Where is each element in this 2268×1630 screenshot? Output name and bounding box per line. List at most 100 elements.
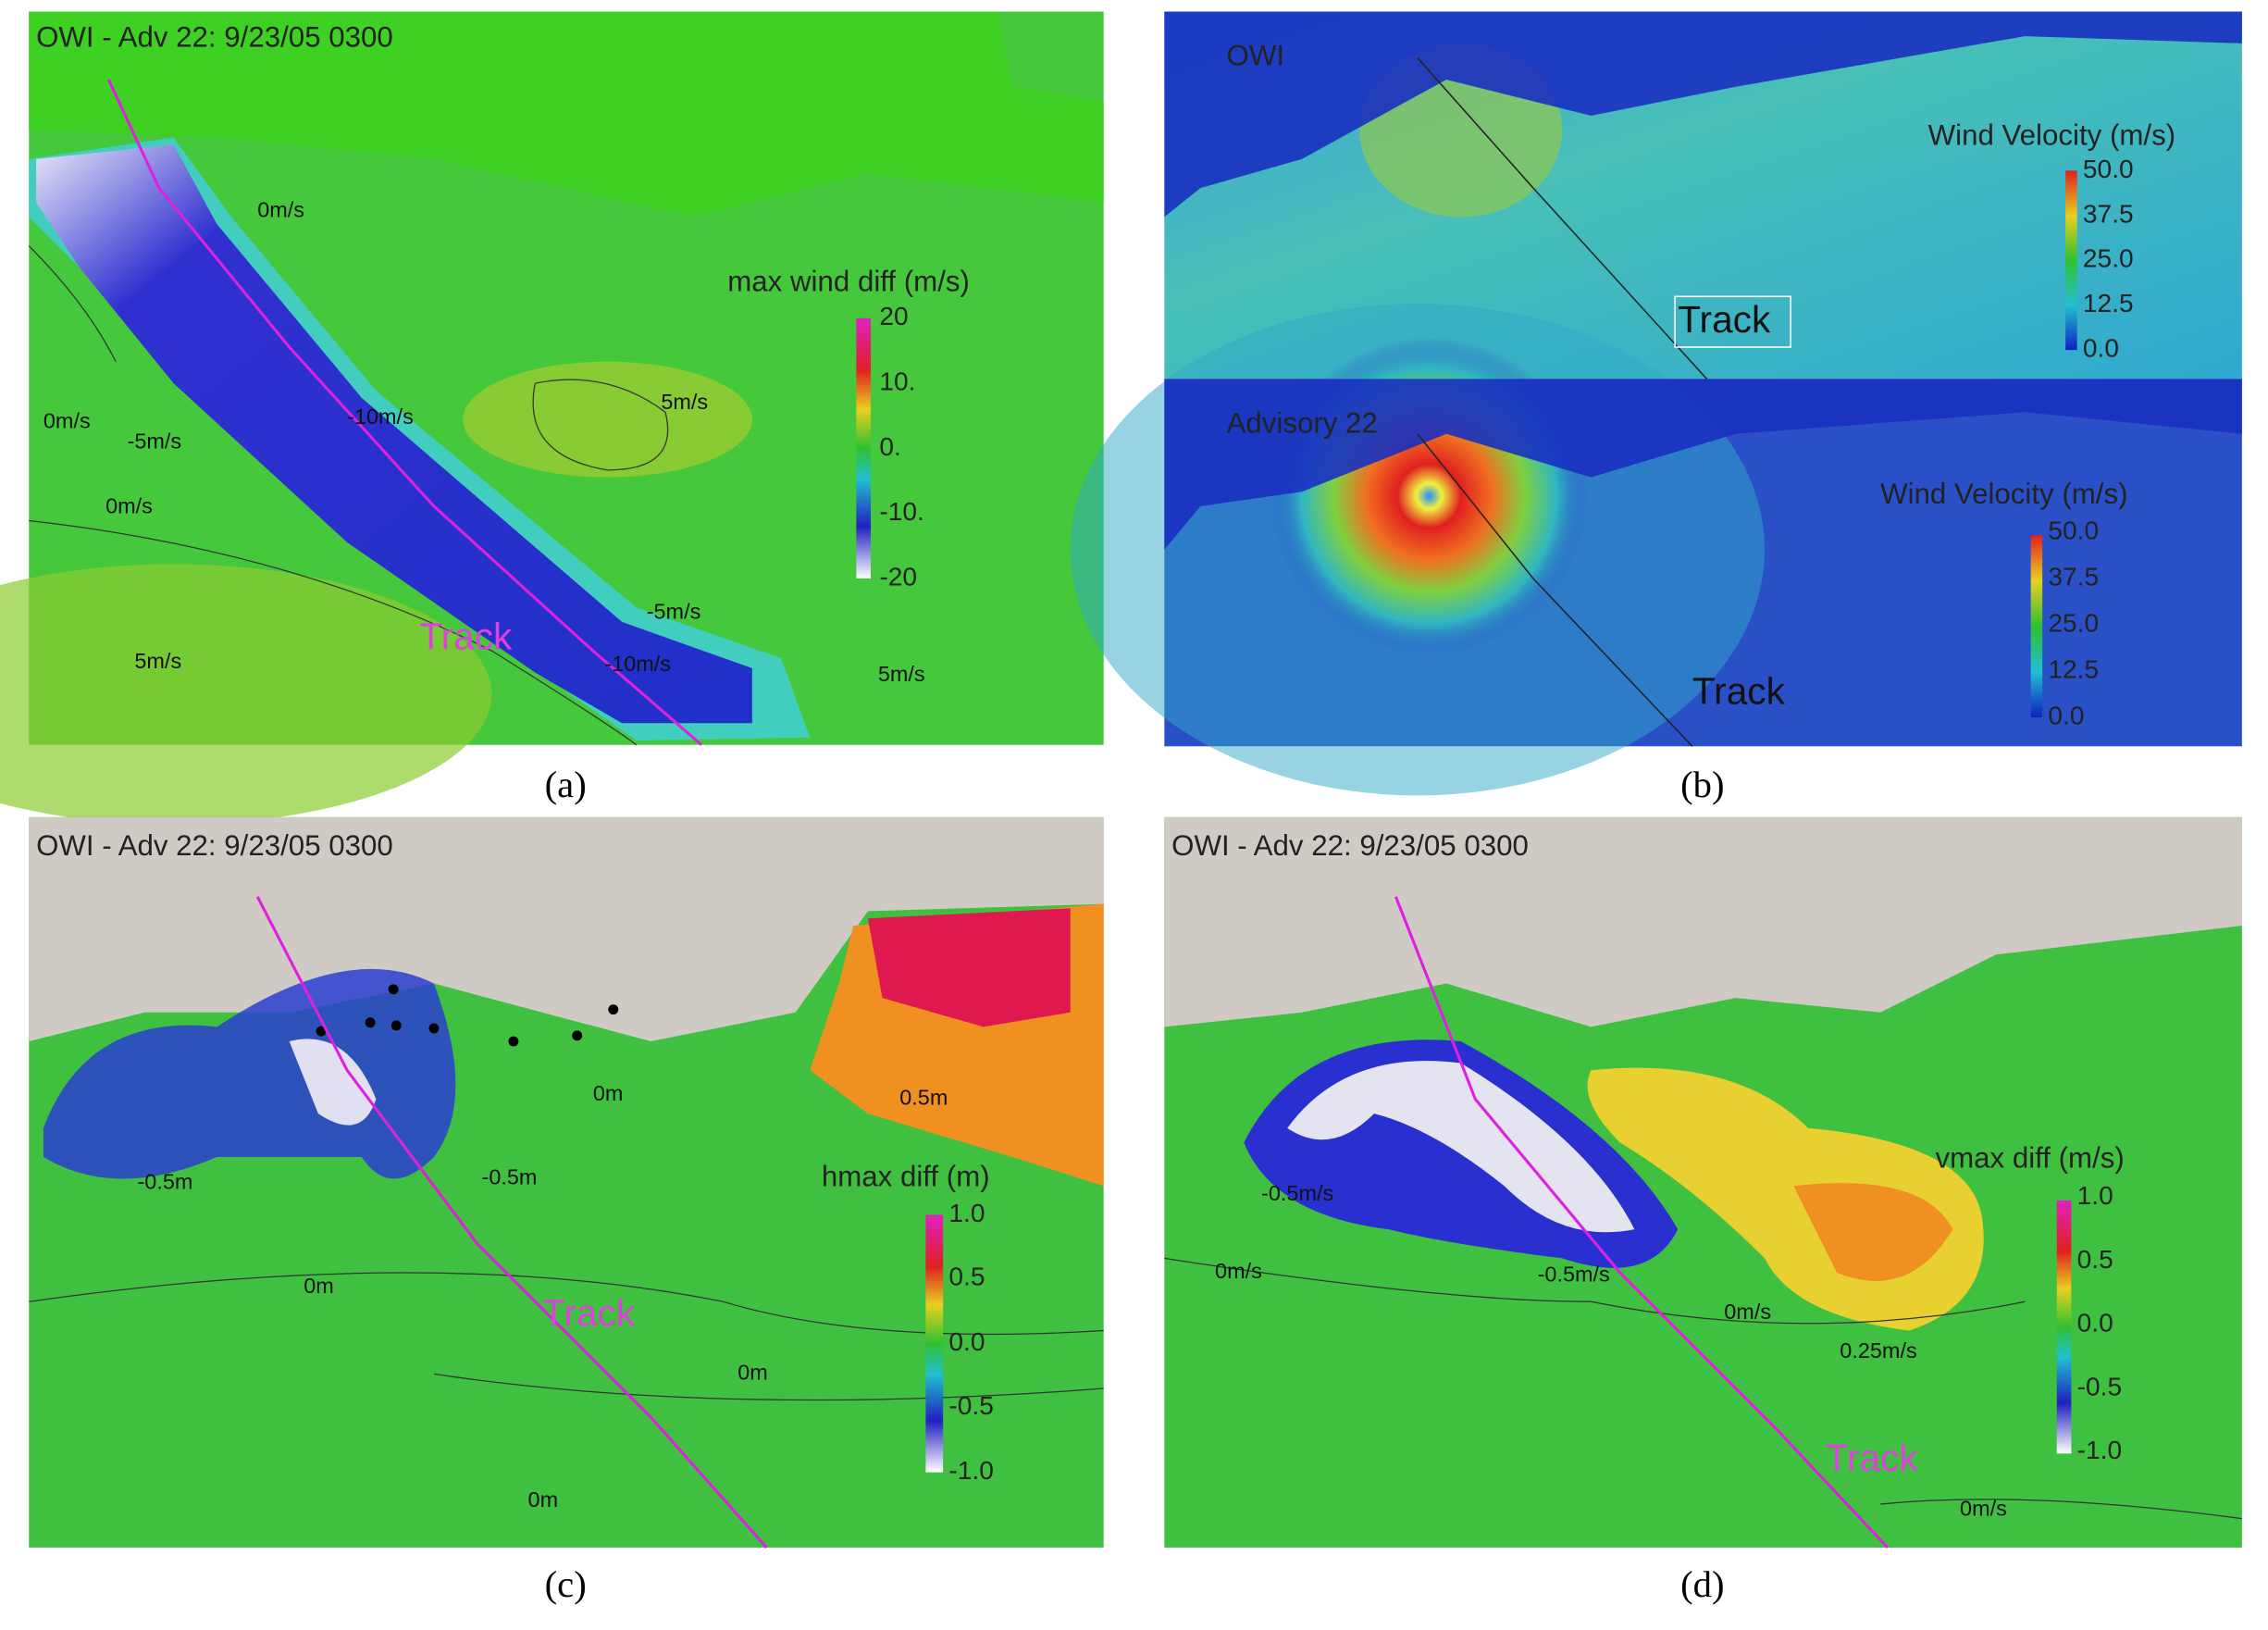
colorbar-tick: -1.0 (2077, 1436, 2122, 1464)
colorbar (925, 1214, 944, 1473)
track-line (106, 79, 703, 746)
station (608, 1004, 619, 1015)
colorbar-tick: 20 (879, 302, 908, 330)
contour-label: -0.5m (137, 1169, 192, 1193)
station (365, 1017, 376, 1028)
colorbar-tick: -10. (879, 497, 923, 526)
colorbar-tick: 1.0 (2077, 1181, 2113, 1210)
track-line (1417, 433, 1693, 747)
wind-swath (36, 144, 752, 724)
contour-label: -0.5m (482, 1165, 538, 1189)
colorbar-tick: 0.0 (948, 1327, 985, 1356)
colorbar-tick: 10. (879, 367, 915, 396)
colorbar-title: max wind diff (m/s) (727, 266, 970, 298)
map-shade (463, 361, 752, 478)
contour-label: 0m/s (257, 197, 304, 221)
contour-label: 0m (528, 1487, 559, 1512)
colorbar-tick: 0.5 (2077, 1245, 2113, 1274)
colorbar-tick: 1.0 (948, 1199, 985, 1227)
panel-c: OWI - Adv 22: 9/23/05 0300 hmax diff (m)… (29, 816, 1104, 1605)
contour-label: 5m/s (134, 649, 181, 673)
surge-low (289, 1039, 377, 1126)
caption: (d) (1680, 1563, 1724, 1605)
track-box (1674, 295, 1791, 348)
vmax-high (1793, 1183, 1953, 1281)
colorbar-tick: 0.0 (2083, 334, 2119, 363)
surge-low (43, 968, 456, 1179)
contour-label: 0m/s (1724, 1300, 1771, 1324)
track-label: Track (1826, 1437, 1919, 1479)
contour-label: 0.25m/s (1840, 1338, 1916, 1362)
colorbar-tick: 37.5 (2048, 562, 2099, 591)
contour-label: -10m/s (347, 404, 414, 429)
colorbar-tick: 50.0 (2083, 155, 2134, 183)
contour-label: -0.5m/s (1538, 1262, 1610, 1286)
vmax-low (1287, 1061, 1635, 1233)
contour-label: 0m (737, 1361, 768, 1385)
track-line (255, 896, 768, 1549)
colorbar-tick: -0.5 (2077, 1372, 2122, 1400)
colorbar-tick: 12.5 (2083, 289, 2134, 317)
track-line (1394, 896, 1890, 1549)
track-label: Track (1692, 670, 1786, 713)
track-label: Track (542, 1292, 636, 1335)
contour-label: 0m (593, 1081, 624, 1105)
panel-d: OWI - Adv 22: 9/23/05 0300 vmax diff (m/… (1164, 816, 2242, 1605)
caption: (a) (545, 764, 587, 805)
colorbar-tick: 25.0 (2048, 608, 2099, 637)
track-label: Track (419, 615, 513, 657)
map-title: OWI - Adv 22: 9/23/05 0300 (36, 20, 393, 53)
land-mask (1164, 11, 2242, 218)
colorbar-tick: -1.0 (948, 1456, 993, 1485)
map-title: Advisory 22 (1227, 407, 1378, 440)
colorbar-tick: 37.5 (2083, 199, 2134, 228)
station (388, 984, 399, 995)
colorbar-title: vmax diff (m/s) (1935, 1141, 2124, 1174)
panel-a: OWI - Adv 22: 9/23/05 0300 max wind diff… (0, 11, 1104, 825)
map-title: OWI (1227, 40, 1285, 72)
contour-label: 5m/s (878, 662, 925, 686)
station (316, 1026, 327, 1037)
track-label: Track (1678, 298, 1771, 341)
surge-high (867, 908, 1071, 1027)
colorbar-tick: -20 (879, 562, 917, 591)
contour-label: 0.5m (899, 1086, 948, 1110)
caption: (c) (545, 1563, 587, 1605)
colorbar (2065, 170, 2077, 351)
map-title: OWI - Adv 22: 9/23/05 0300 (1171, 829, 1529, 862)
colorbar-title: Wind Velocity (m/s) (1928, 119, 2175, 152)
markers (316, 984, 619, 1047)
map-shade (0, 564, 492, 825)
contour (28, 245, 669, 746)
colorbar-tick: -0.5 (948, 1391, 993, 1420)
contour-label: 0m/s (1960, 1496, 2007, 1520)
map-title: OWI - Adv 22: 9/23/05 0300 (36, 829, 393, 862)
panel-b: OWI Wind Velocity (m/s) 50.0 37.5 25.0 1… (1070, 11, 2242, 805)
colorbar (2030, 535, 2043, 718)
colorbar (856, 317, 872, 579)
station (428, 1023, 440, 1034)
contour (1164, 1257, 2242, 1520)
contour-label: 0m/s (1215, 1259, 1262, 1283)
contour-label: 5m/s (661, 390, 708, 414)
track-line (1417, 56, 1708, 380)
station (572, 1030, 583, 1041)
colorbar-tick: 25.0 (2083, 244, 2134, 273)
land (29, 11, 1104, 218)
colorbar-tick: 0.5 (948, 1263, 985, 1291)
colorbar-tick: 0.0 (2077, 1309, 2113, 1338)
land (1164, 816, 2242, 1027)
colorbar-title: Wind Velocity (m/s) (1880, 478, 2127, 510)
caption: (b) (1680, 764, 1724, 805)
colorbar (2056, 1200, 2072, 1454)
contour-label: -0.5m/s (1261, 1181, 1333, 1205)
colorbar-title: hmax diff (m) (822, 1161, 990, 1193)
contour-label: 0m (304, 1274, 334, 1298)
contour-label: 0m/s (105, 494, 153, 518)
station (508, 1036, 519, 1047)
land-mask (1164, 379, 2242, 550)
contour-label: -10m/s (604, 652, 671, 676)
